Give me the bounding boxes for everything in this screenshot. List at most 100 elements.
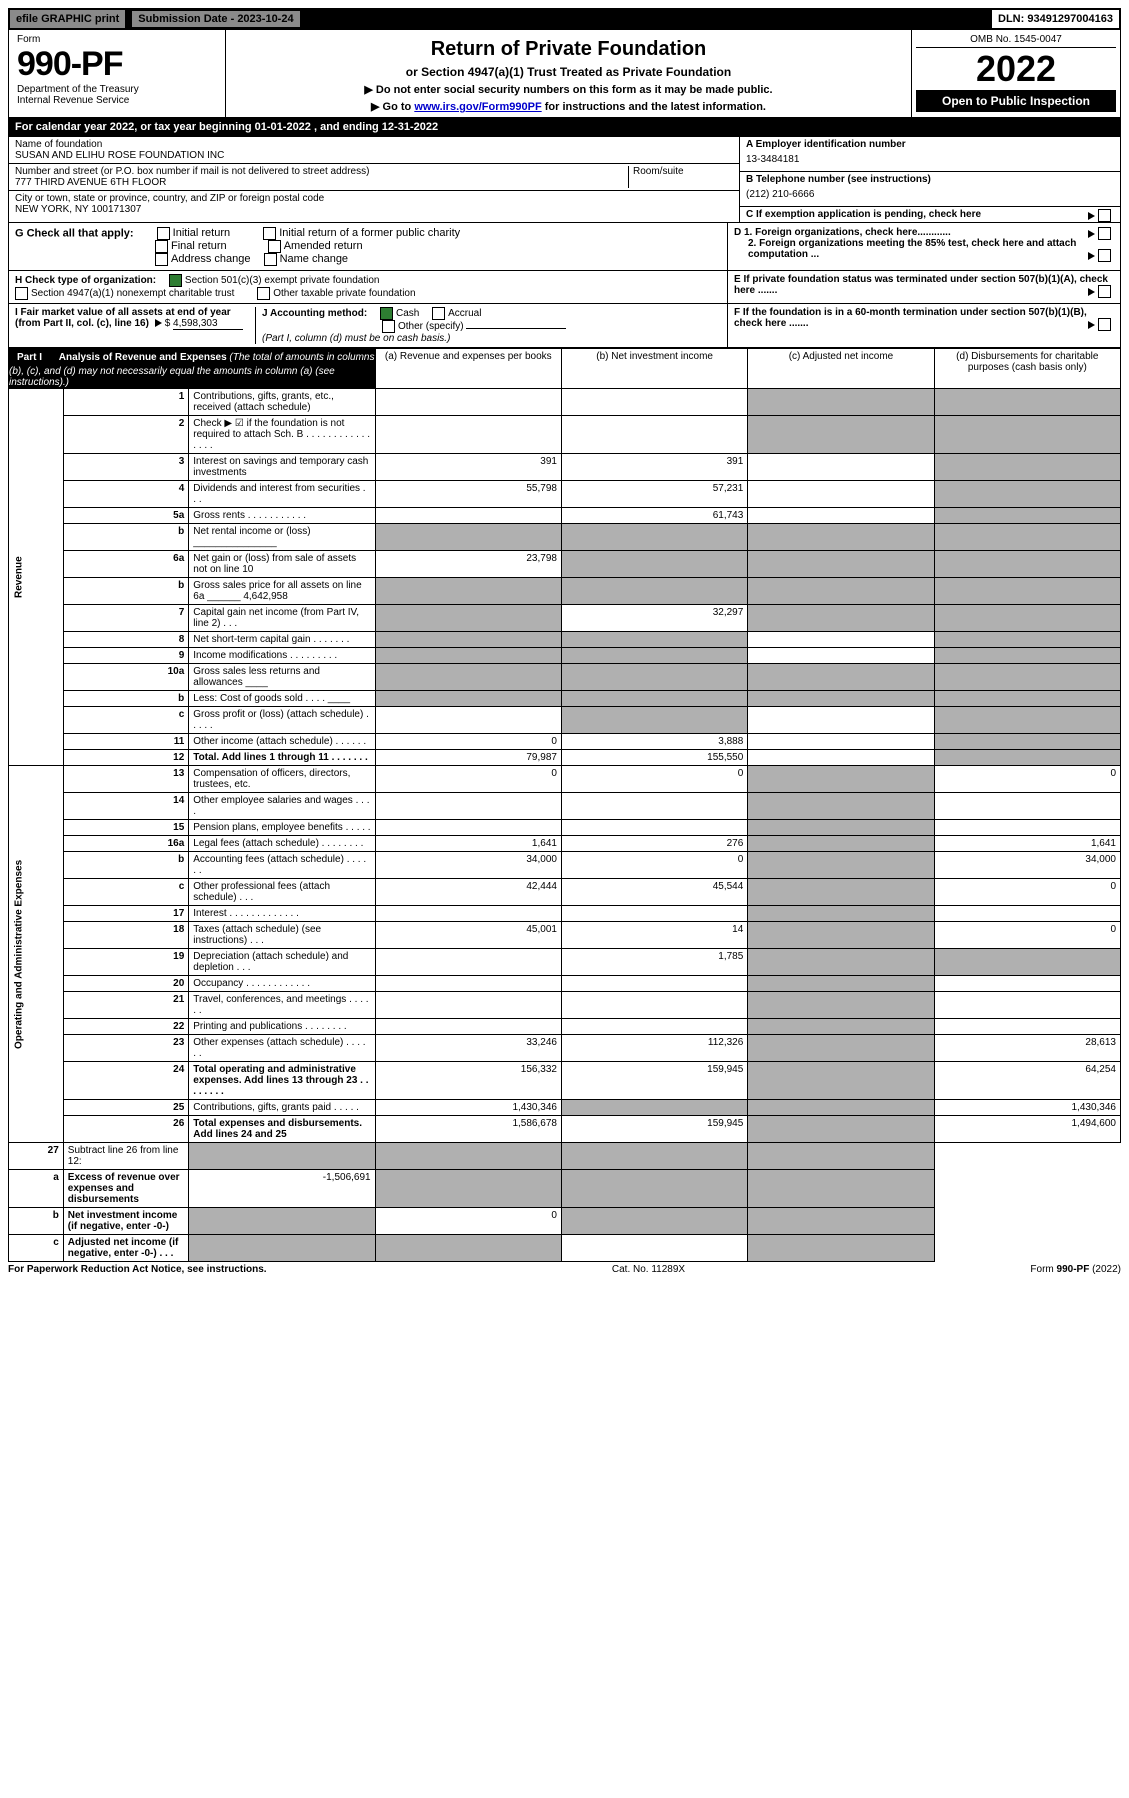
d1-checkbox[interactable] [1098, 227, 1111, 240]
cell-shaded [748, 793, 934, 820]
part1-table: Part I Analysis of Revenue and Expenses … [8, 348, 1121, 1262]
cell-shaded [934, 949, 1120, 976]
h-501c3-checkbox[interactable] [169, 274, 182, 287]
cell-value [748, 481, 934, 508]
cell-value [375, 820, 561, 836]
row-desc: Compensation of officers, directors, tru… [189, 766, 375, 793]
arrow-icon [1088, 252, 1095, 260]
cell-shaded [748, 852, 934, 879]
i-j-block: I Fair market value of all assets at end… [9, 304, 728, 347]
j-accrual-checkbox[interactable] [432, 307, 445, 320]
cell-value: 33,246 [375, 1035, 561, 1062]
cell-shaded [934, 524, 1120, 551]
id-right: A Employer identification number 13-3484… [739, 137, 1120, 222]
note2-post: for instructions and the latest informat… [542, 101, 766, 113]
cell-shaded [375, 1143, 561, 1170]
note2-pre: ▶ Go to [371, 101, 414, 113]
e-checkbox[interactable] [1098, 285, 1111, 298]
cell-value [561, 820, 747, 836]
efile-label[interactable]: efile GRAPHIC print [10, 10, 126, 28]
g-name-checkbox[interactable] [264, 253, 277, 266]
cell-shaded [748, 389, 934, 416]
cell-value [934, 1019, 1120, 1035]
calendar-year-row: For calendar year 2022, or tax year begi… [8, 118, 1121, 137]
row-desc: Interest on savings and temporary cash i… [189, 454, 375, 481]
cell-value [561, 793, 747, 820]
cell-shaded [189, 1235, 375, 1262]
row-number: 24 [63, 1062, 188, 1100]
g-amended-checkbox[interactable] [268, 240, 281, 253]
open-public-badge: Open to Public Inspection [916, 90, 1116, 112]
cell-shaded [748, 1208, 934, 1235]
table-row: 25Contributions, gifts, grants paid . . … [9, 1100, 1121, 1116]
table-row: 26Total expenses and disbursements. Add … [9, 1116, 1121, 1143]
table-row: bAccounting fees (attach schedule) . . .… [9, 852, 1121, 879]
cell-shaded [748, 416, 934, 454]
g-opt-amended: Amended return [284, 240, 363, 252]
cell-shaded [748, 879, 934, 906]
cell-shaded [934, 734, 1120, 750]
cell-value: 0 [375, 766, 561, 793]
cell-value: 0 [561, 766, 747, 793]
row-desc: Interest . . . . . . . . . . . . . [189, 906, 375, 922]
cell-value [748, 454, 934, 481]
row-desc: Net rental income or (loss) ____________… [189, 524, 375, 551]
j-cash-checkbox[interactable] [380, 307, 393, 320]
header-right: OMB No. 1545-0047 2022 Open to Public In… [911, 30, 1120, 117]
j-note: (Part I, column (d) must be on cash basi… [262, 333, 450, 344]
form-subtitle: or Section 4947(a)(1) Trust Treated as P… [230, 65, 907, 79]
section-label: Operating and Administrative Expenses [9, 766, 64, 1143]
cell-shaded [934, 750, 1120, 766]
g-initial-former-checkbox[interactable] [263, 227, 276, 240]
cell-shaded [375, 691, 561, 707]
part1-label: Part I [9, 349, 50, 366]
irs-link[interactable]: www.irs.gov/Form990PF [414, 101, 541, 113]
cell-shaded [748, 1116, 934, 1143]
cell-shaded [934, 551, 1120, 578]
cell-shaded [561, 1208, 747, 1235]
cell-value [375, 707, 561, 734]
cell-value: 0 [375, 734, 561, 750]
cell-shaded [748, 820, 934, 836]
table-row: 18Taxes (attach schedule) (see instructi… [9, 922, 1121, 949]
g-final-checkbox[interactable] [155, 240, 168, 253]
row-number: 7 [63, 605, 188, 632]
c-checkbox[interactable] [1098, 209, 1111, 222]
g-address-checkbox[interactable] [155, 253, 168, 266]
row-number: 6a [63, 551, 188, 578]
table-row: 6aNet gain or (loss) from sale of assets… [9, 551, 1121, 578]
cell-shaded [748, 691, 934, 707]
row-desc: Subtract line 26 from line 12: [63, 1143, 188, 1170]
d2-checkbox[interactable] [1098, 249, 1111, 262]
foundation-name-block: Name of foundation SUSAN AND ELIHU ROSE … [9, 137, 739, 163]
cell-shaded [934, 389, 1120, 416]
d2-label: 2. Foreign organizations meeting the 85%… [748, 238, 1076, 260]
row-desc: Gross profit or (loss) (attach schedule)… [189, 707, 375, 734]
cell-value: 0 [375, 1208, 561, 1235]
cell-value [748, 648, 934, 664]
row-desc: Legal fees (attach schedule) . . . . . .… [189, 836, 375, 852]
cell-value: 1,641 [375, 836, 561, 852]
d1-label: D 1. Foreign organizations, check here..… [734, 227, 951, 238]
address-block: Number and street (or P.O. box number if… [9, 163, 739, 190]
footer-center: Cat. No. 11289X [612, 1264, 685, 1275]
cell-shaded [934, 632, 1120, 648]
cell-shaded [561, 1100, 747, 1116]
col-d-header: (d) Disbursements for charitable purpose… [934, 349, 1120, 389]
cell-shaded [189, 1208, 375, 1235]
h-other-checkbox[interactable] [257, 287, 270, 300]
g-initial-checkbox[interactable] [157, 227, 170, 240]
row-desc: Total operating and administrative expen… [189, 1062, 375, 1100]
h-4947-checkbox[interactable] [15, 287, 28, 300]
table-row: 10aGross sales less returns and allowanc… [9, 664, 1121, 691]
j-other-checkbox[interactable] [382, 320, 395, 333]
col-b-header: (b) Net investment income [561, 349, 747, 389]
cell-value: 64,254 [934, 1062, 1120, 1100]
ein-value: 13-3484181 [746, 150, 1114, 169]
row-number: 27 [9, 1143, 64, 1170]
cell-value: 23,798 [375, 551, 561, 578]
f-checkbox[interactable] [1098, 318, 1111, 331]
row-desc: Check ▶ ☑ if the foundation is not requi… [189, 416, 375, 454]
fmv-value: 4,598,303 [173, 318, 243, 330]
footer-right: Form Form 990-PF (2022)990-PF (2022) [1030, 1264, 1121, 1275]
